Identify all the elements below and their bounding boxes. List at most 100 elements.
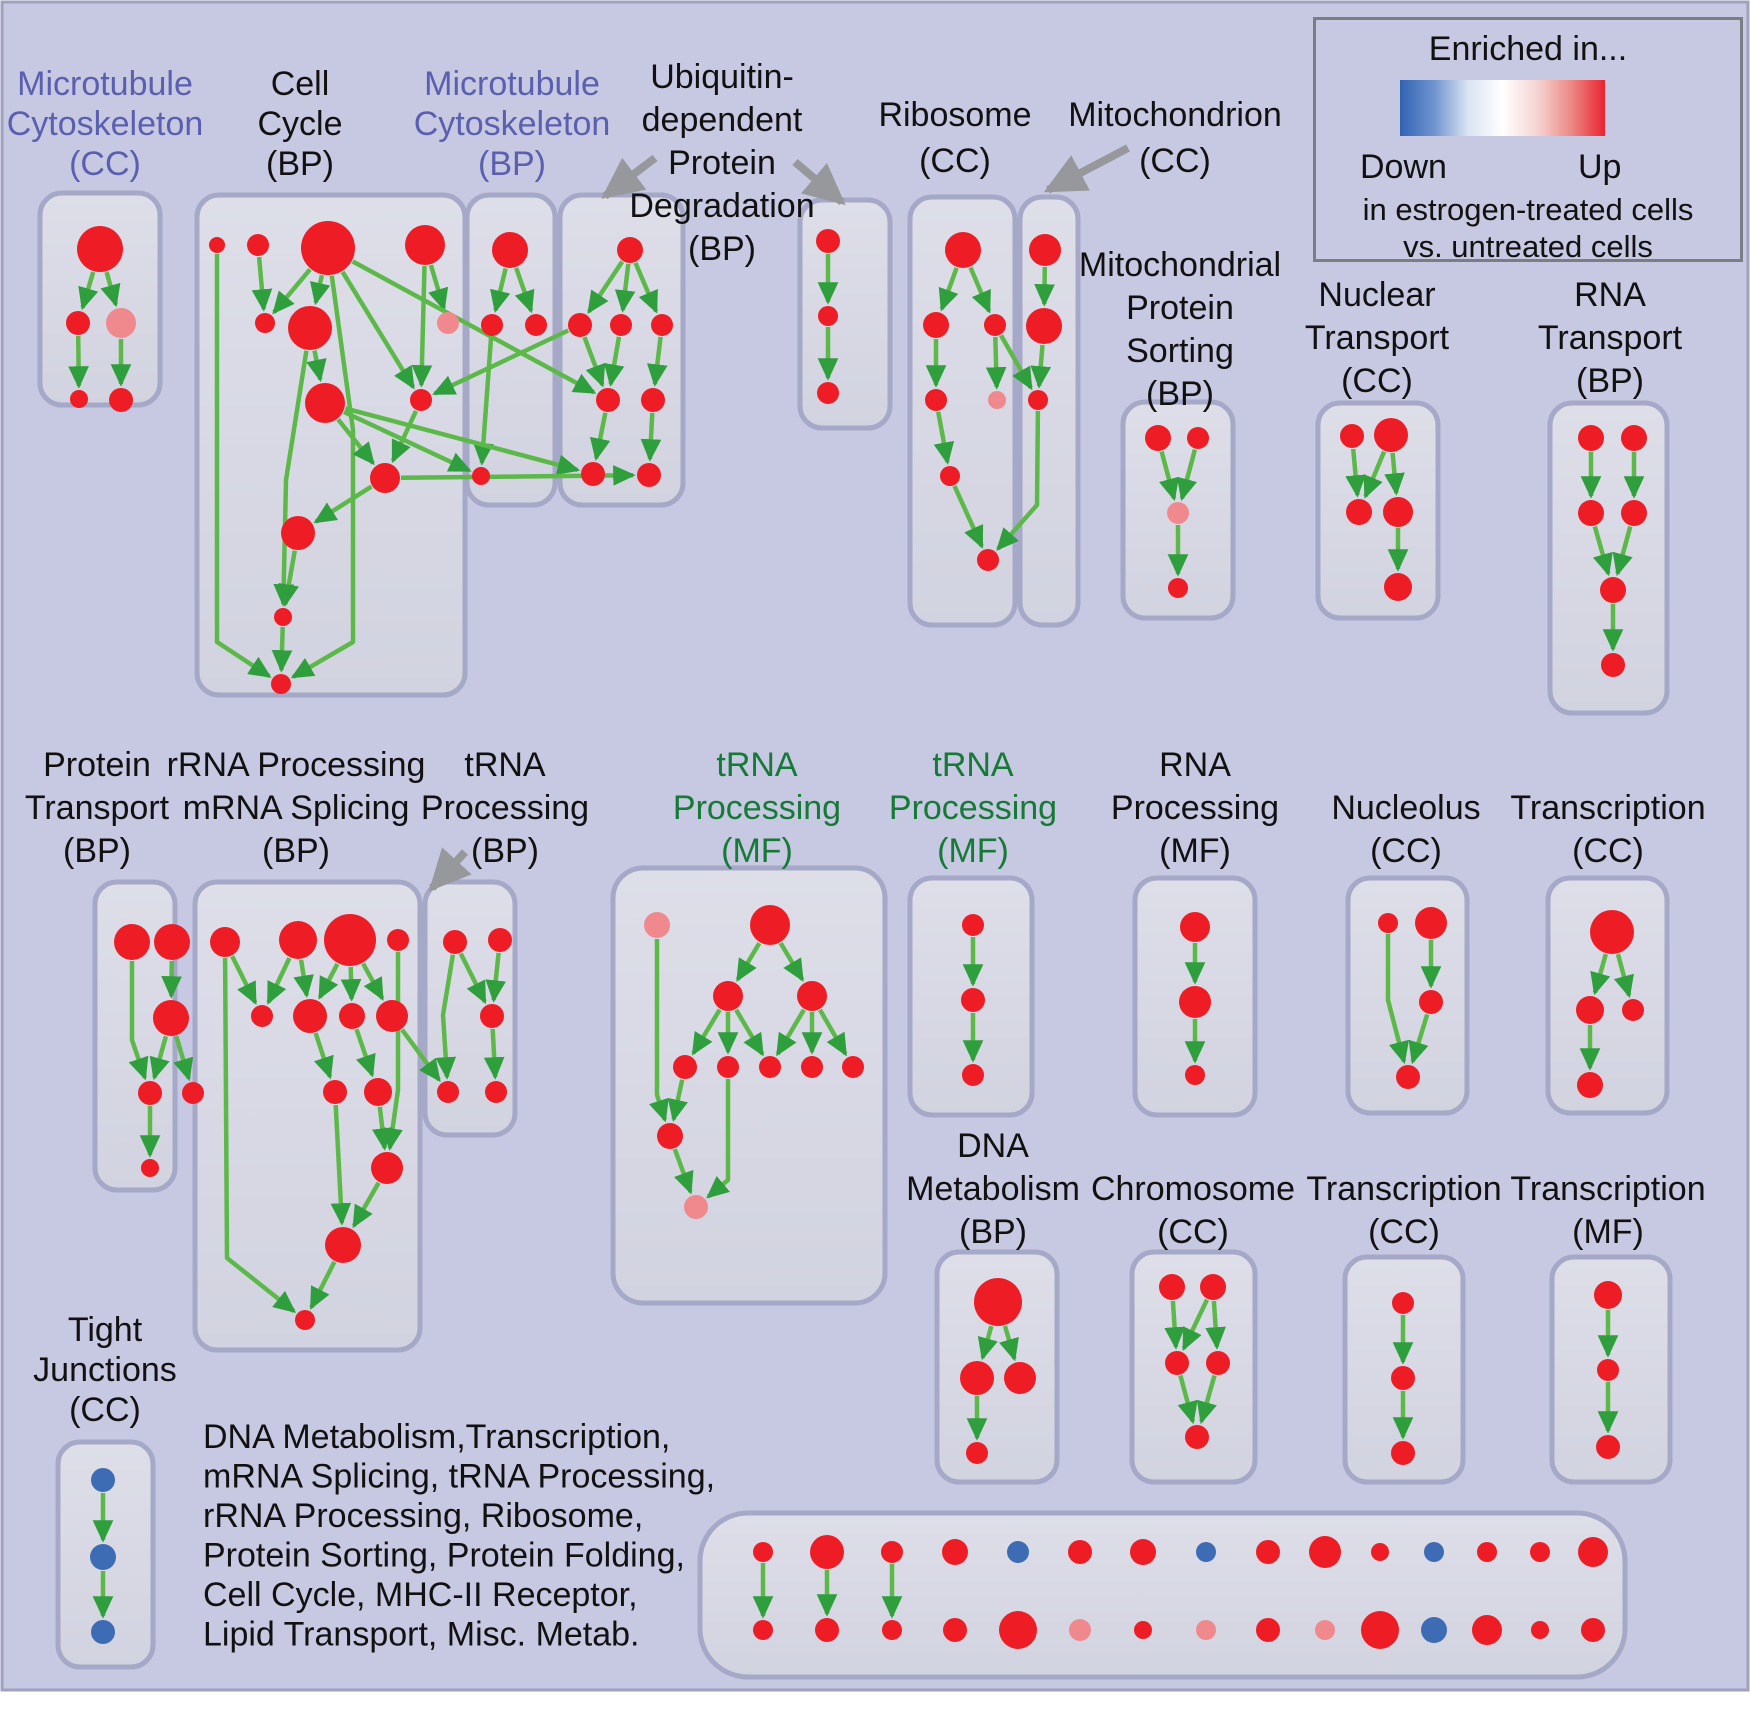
edge xyxy=(999,334,1033,391)
edge xyxy=(278,550,299,607)
gene-term-node-red xyxy=(1383,497,1413,527)
edge xyxy=(149,1035,170,1081)
gene-term-node-red xyxy=(1159,1274,1185,1300)
cluster-label-trna-processing-mf-large: tRNA xyxy=(716,746,798,784)
gene-term-node-red xyxy=(339,1003,365,1029)
gene-term-node-red xyxy=(271,674,291,694)
gene-term-node-red xyxy=(1391,1441,1415,1465)
cluster-label-dna-metabolism-bp: Metabolism xyxy=(906,1170,1080,1208)
gene-term-node-red xyxy=(1576,996,1604,1024)
cluster-box-ubiquitin-degradation-box2 xyxy=(797,197,893,431)
gene-term-node-red xyxy=(1340,424,1364,448)
gene-term-node-red xyxy=(324,914,376,966)
gene-term-node-red xyxy=(966,1442,988,1464)
gene-term-node-red xyxy=(942,1539,968,1565)
cluster-label-transcription-mf: Transcription xyxy=(1510,1170,1705,1208)
label-pointer-arrow xyxy=(428,847,472,892)
gene-term-node-red xyxy=(673,1055,697,1079)
edge xyxy=(330,1104,352,1226)
gene-term-node-red xyxy=(1256,1618,1280,1642)
gene-term-node-red xyxy=(247,234,269,256)
gene-term-node-red xyxy=(1185,1425,1209,1449)
edge xyxy=(735,941,762,982)
gene-term-node-red xyxy=(66,311,90,335)
gene-term-node-blue xyxy=(90,1544,116,1570)
edge xyxy=(672,1148,694,1195)
gene-term-node-red xyxy=(1531,1621,1549,1639)
edge xyxy=(435,954,457,1080)
gene-term-node-red xyxy=(596,388,620,412)
edge xyxy=(272,267,312,315)
gene-term-node-red xyxy=(1578,1537,1608,1567)
gene-term-node-red xyxy=(70,390,88,408)
gene-term-node-red xyxy=(387,929,409,951)
gene-term-node-red xyxy=(1596,1435,1620,1459)
cluster-label-mitochondrial-protein-sorting-bp: Sorting xyxy=(1126,332,1234,370)
edge xyxy=(313,1032,334,1080)
edge xyxy=(266,957,292,1005)
gene-term-node-red xyxy=(154,924,190,960)
gene-term-node-red xyxy=(753,1542,773,1562)
cluster-label-tight-junctions-cc: Tight xyxy=(68,1311,143,1349)
annotation-arrows xyxy=(428,144,1130,892)
footnote-line: rRNA Processing, Ribosome, xyxy=(203,1497,643,1535)
gene-term-node-red xyxy=(1415,907,1447,939)
gene-term-node-red xyxy=(274,608,292,626)
edge xyxy=(317,962,340,1000)
gene-term-node-red xyxy=(1378,913,1398,933)
cluster-label-nuclear-transport-cc: Transport xyxy=(1305,319,1450,357)
gene-term-node-red xyxy=(138,1081,162,1105)
edge xyxy=(587,260,625,314)
gene-term-node-red xyxy=(815,1618,839,1642)
edge xyxy=(100,271,121,308)
gene-term-node-red xyxy=(810,1535,844,1569)
edges xyxy=(68,254,1645,1619)
cluster-label-trna-processing-mf-small: Processing xyxy=(889,789,1057,827)
gene-term-node-red xyxy=(1581,1618,1605,1642)
cluster-label-microtubule-cytoskeleton-bp: Cytoskeleton xyxy=(414,105,611,143)
edge xyxy=(354,1028,376,1078)
gene-term-node-red xyxy=(525,314,547,336)
edge xyxy=(667,1079,688,1123)
gene-term-node-red xyxy=(437,1081,459,1103)
edge xyxy=(706,1079,731,1199)
gene-term-node-red xyxy=(984,314,1006,336)
gene-term-node-red xyxy=(410,389,432,411)
cluster-label-tight-junctions-cc: (CC) xyxy=(69,1391,141,1429)
edge xyxy=(128,961,149,1081)
cluster-label-trna-processing-mf-small: (MF) xyxy=(937,832,1009,870)
cluster-label-tight-junctions-cc: Junctions xyxy=(33,1351,177,1389)
gene-term-node-red xyxy=(1165,1351,1189,1375)
gene-term-node-red xyxy=(943,1618,967,1642)
edge xyxy=(1384,452,1405,496)
edge xyxy=(340,966,362,1002)
edge xyxy=(775,1008,806,1057)
gene-term-node-red xyxy=(1594,1281,1622,1309)
edge xyxy=(1385,934,1410,1065)
edge xyxy=(1181,1298,1210,1351)
gene-term-node-pink xyxy=(1315,1620,1335,1640)
gene-term-node-red xyxy=(182,1082,204,1104)
edge xyxy=(1196,1374,1217,1425)
gene-term-node-red xyxy=(293,999,327,1033)
gene-term-node-red xyxy=(797,981,827,1011)
edge xyxy=(78,271,99,311)
cluster-box-microtubule-cytoskeleton-cc xyxy=(37,190,163,408)
legend-gradient-bar xyxy=(1400,80,1605,136)
edge xyxy=(411,265,433,388)
gene-term-node-red xyxy=(1577,1072,1603,1098)
gene-term-node-red xyxy=(485,1081,507,1103)
gene-term-node-red xyxy=(1472,1615,1502,1645)
gene-term-node-red xyxy=(325,1227,361,1263)
edge xyxy=(691,1008,722,1056)
legend-subline-2: vs. untreated cells xyxy=(1403,229,1653,264)
edge xyxy=(633,262,659,314)
gene-term-node-red xyxy=(1391,1366,1415,1390)
gene-term-node-red xyxy=(818,306,838,326)
gene-term-node-red xyxy=(1601,653,1625,677)
gene-term-node-red xyxy=(962,1064,984,1086)
gene-term-node-red xyxy=(1346,499,1372,525)
cluster-label-dna-metabolism-bp: DNA xyxy=(957,1127,1029,1165)
